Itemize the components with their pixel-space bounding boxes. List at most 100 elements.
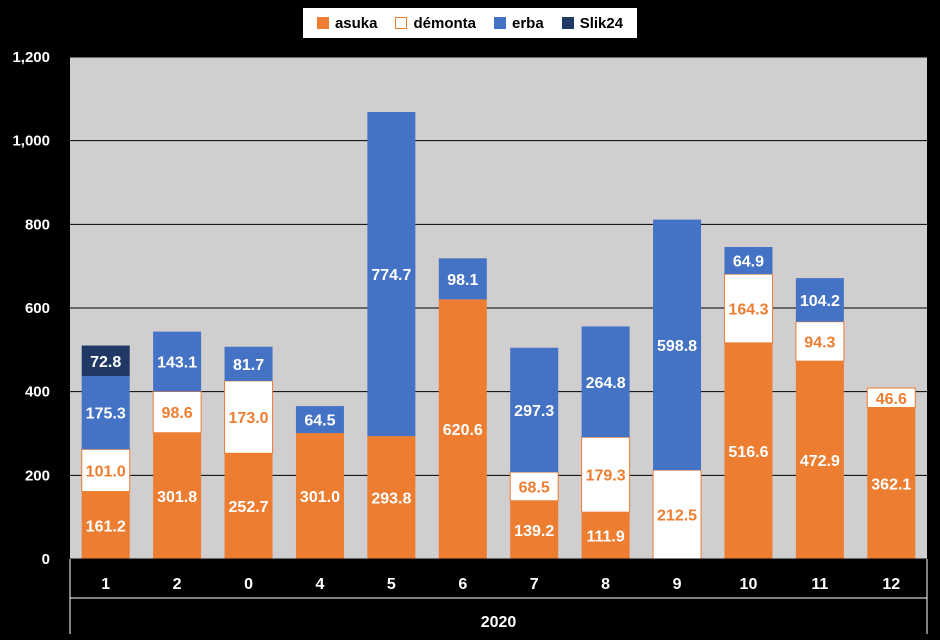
x-tick-label: 2 [173,576,182,593]
y-tick-label: 1,200 [12,49,50,66]
bar-erba-0 [224,346,273,381]
data-label: 101.0 [86,463,126,480]
data-label: 81.7 [233,357,264,374]
data-label: 94.3 [804,334,835,351]
data-label: 98.1 [447,272,478,289]
y-tick-label: 200 [25,467,50,484]
x-tick-label: 11 [811,576,828,593]
legend-swatch-demonta [395,17,408,29]
bar-erba-1 [81,375,130,450]
bar-erba-6 [438,258,487,300]
data-label: 64.9 [733,254,764,271]
data-label: 46.6 [876,391,907,408]
data-label: 173.0 [229,410,269,427]
legend-swatch-erba [494,17,506,29]
bar-erba-11 [795,278,844,322]
legend-swatch-asuka [316,17,329,29]
x-tick-label: 6 [458,576,467,593]
legend-item-erba: erba [494,15,544,32]
x-group-label: 2020 [481,614,517,631]
legend-item-asuka: asuka [316,14,378,32]
bar-asuka-8 [581,512,630,559]
data-label: 362.1 [871,476,911,493]
x-tick-label: 5 [387,576,396,593]
bar-asuka-11 [795,361,844,559]
bar-asuka-10 [724,342,773,559]
data-label: 175.3 [86,406,126,423]
data-label: 297.3 [514,403,554,420]
data-label: 72.8 [90,354,121,371]
x-tick-label: 12 [882,576,900,593]
bar-asuka-5 [367,436,416,559]
x-tick-label: 10 [740,576,758,593]
bar-dmonta-7 [509,471,559,502]
data-label: 98.6 [162,405,193,422]
bar-asuka-0 [224,453,273,559]
data-label: 252.7 [229,499,269,516]
legend-swatch-slik24 [561,17,574,29]
bar-asuka-6 [438,299,487,559]
y-axis-ticks: 0 200 400 600 800 1,000 1,200 [12,49,50,568]
data-label: 164.3 [728,302,768,319]
data-label: 143.1 [157,355,197,372]
y-tick-label: 1,000 [12,133,50,150]
bar-erba-5 [367,112,416,437]
data-label: 516.6 [728,444,768,461]
legend-label-erba: erba [512,14,544,32]
x-tick-label: 8 [601,576,610,593]
data-label: 620.6 [443,422,483,439]
gridlines [70,56,927,476]
bar-erba-9 [653,219,702,471]
data-label: 264.8 [586,375,626,392]
legend-label-slik24: Slik24 [579,14,624,32]
bar-dmonta-11 [795,321,845,362]
y-tick-label: 0 [42,551,50,568]
x-tick-label: 4 [316,576,325,593]
y-tick-label: 600 [25,300,50,317]
bar-erba-7 [510,347,559,473]
data-label: 212.5 [657,508,697,525]
bar-dmonta-12 [866,387,916,409]
bar-asuka-1 [81,491,130,559]
bar-dmonta-1 [81,448,131,493]
bar-slik24-1 [81,345,130,376]
legend-label-asuka: asuka [334,14,378,32]
data-label: 301.0 [300,489,340,506]
y-tick-label: 400 [25,384,50,401]
bar-asuka-7 [510,500,559,559]
data-label: 301.8 [157,489,197,506]
x-tick-label: 9 [673,576,682,593]
x-tick-label: 7 [530,576,539,593]
bar-dmonta-0 [224,380,274,454]
bar-dmonta-10 [723,273,773,344]
data-labels: 161.2 101.0 175.3 72.8 301.8 98.6 143.1 252.7 17… [86,254,912,546]
data-label: 111.9 [586,529,624,546]
legend-item-demonta: démonta [395,15,476,32]
data-label: 293.8 [371,491,411,508]
data-label: 68.5 [519,479,550,496]
bar-erba-8 [581,326,630,438]
legend-item-slik24: Slik24 [561,14,624,32]
data-label: 598.8 [657,338,697,355]
data-label: 179.3 [586,468,626,485]
bar-dmonta-8 [581,436,631,513]
data-label: 64.5 [304,413,335,430]
data-label: 104.2 [800,293,840,310]
legend-label-demonta: démonta [413,14,476,32]
x-tick-label: 0 [244,576,253,593]
bar-erba-2 [153,331,202,392]
bar-erba-4 [295,406,344,434]
bar-dmonta-9 [652,469,702,560]
bars [81,112,916,560]
bar-erba-10 [724,247,773,275]
bar-asuka-12 [867,407,916,559]
data-label: 774.7 [371,267,411,284]
data-label: 161.2 [86,518,126,535]
data-label: 139.2 [514,523,554,540]
x-tick-label: 1 [101,576,110,593]
legend: asuka démonta erba Slik24 [303,8,637,38]
data-label: 472.9 [800,453,840,470]
bar-dmonta-2 [152,390,202,434]
